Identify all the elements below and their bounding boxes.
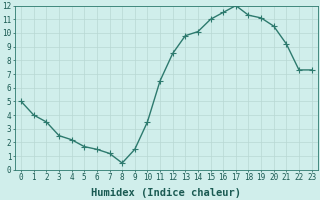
X-axis label: Humidex (Indice chaleur): Humidex (Indice chaleur) <box>92 188 241 198</box>
